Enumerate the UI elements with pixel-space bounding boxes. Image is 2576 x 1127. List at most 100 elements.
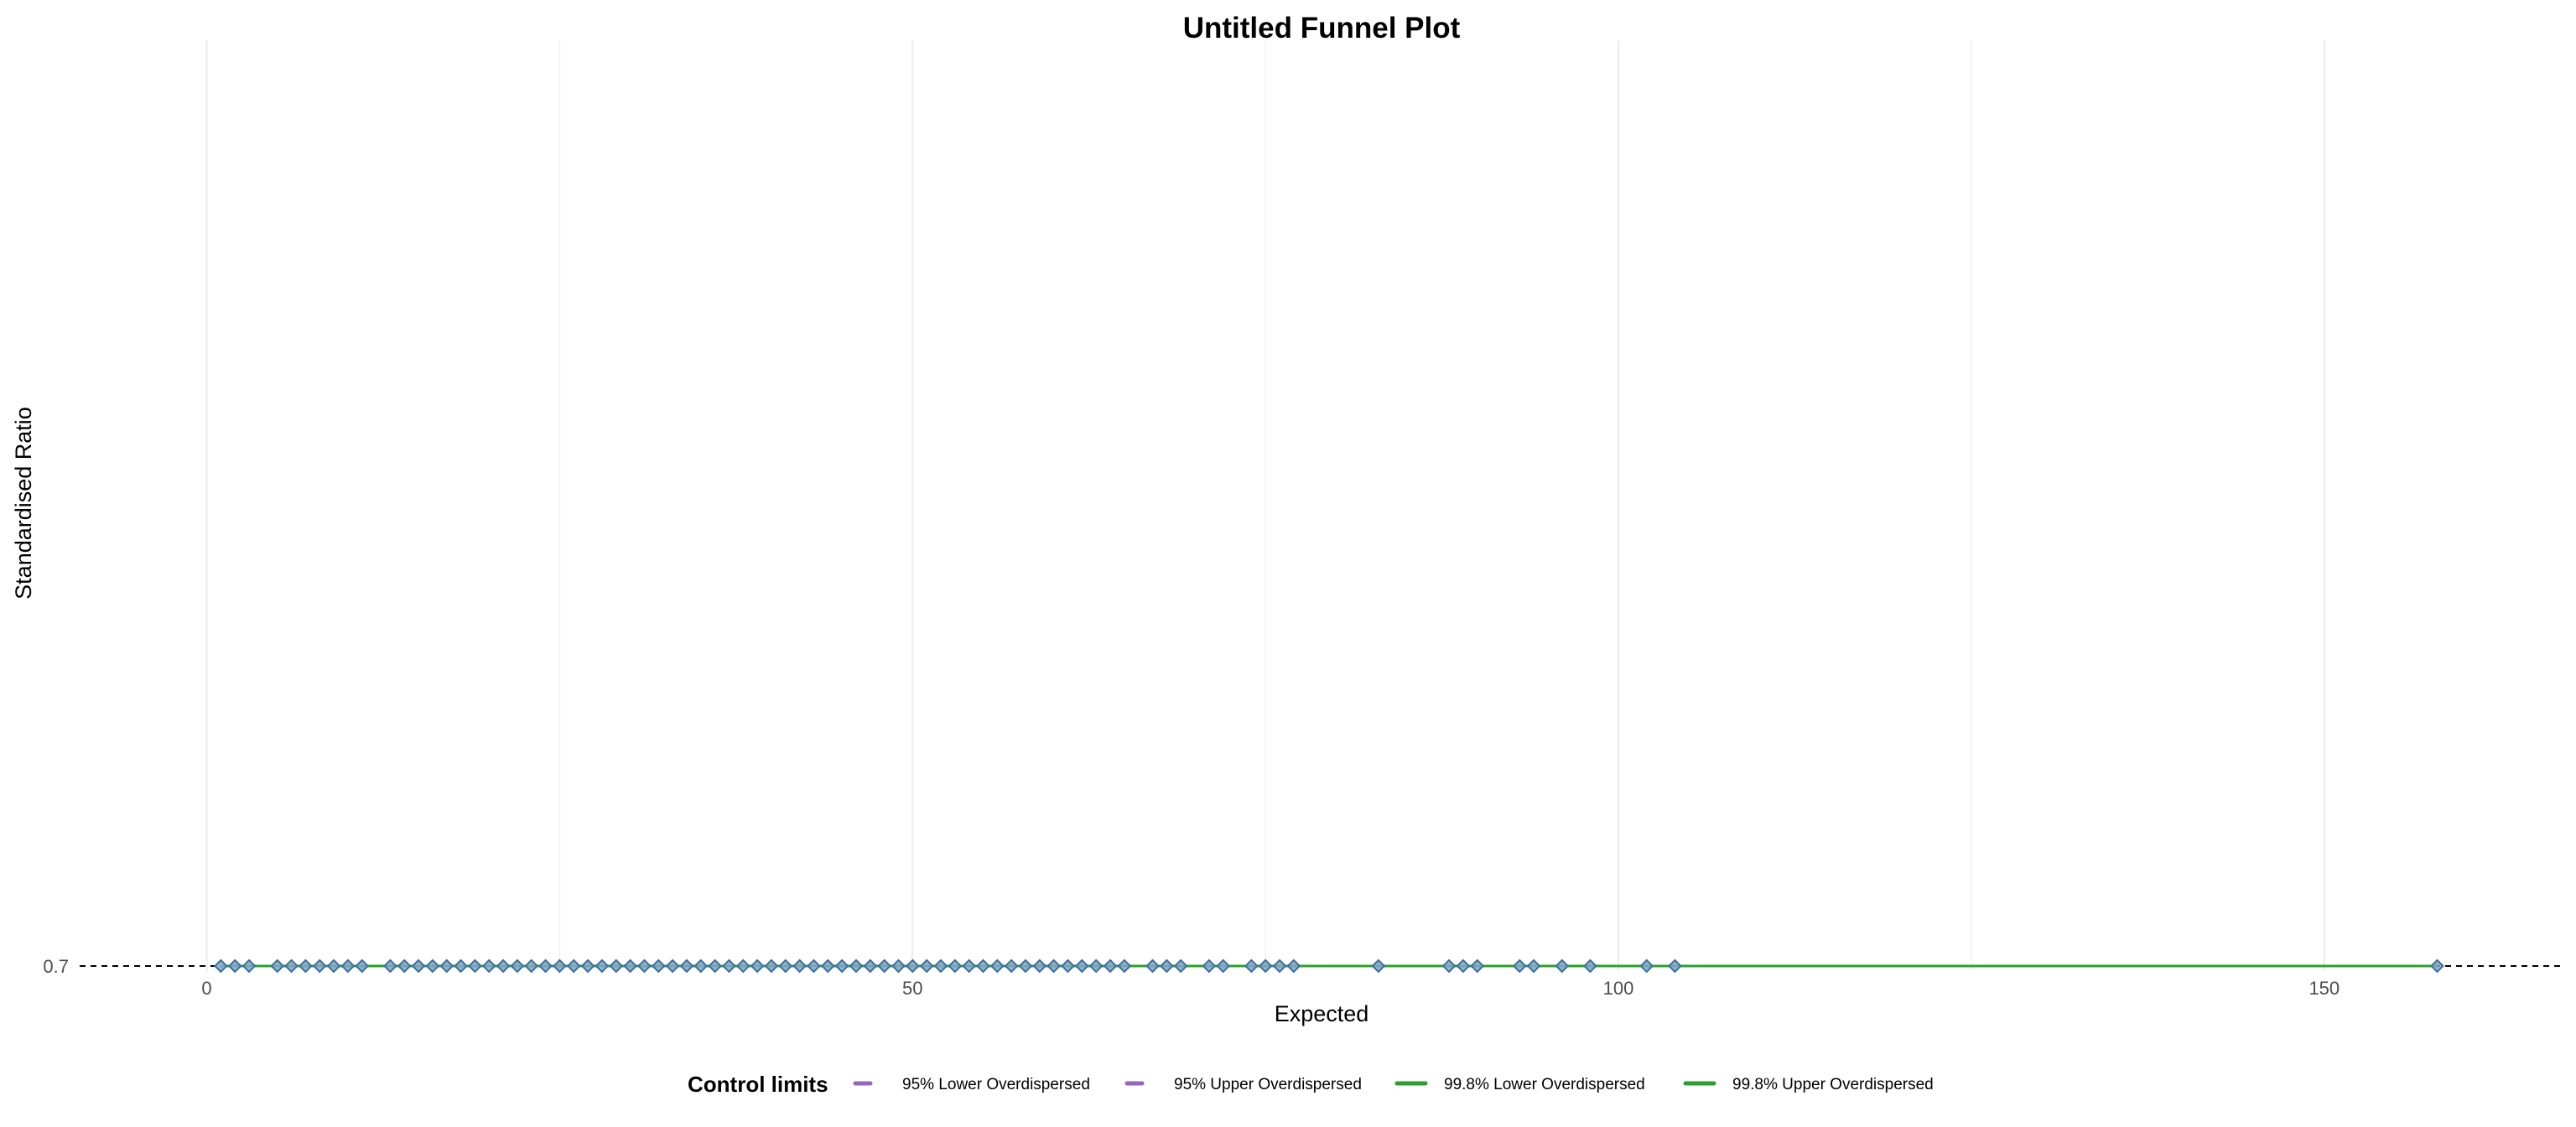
- x-tick-label: 150: [2309, 978, 2340, 999]
- data-point: [807, 958, 821, 974]
- data-point: [778, 958, 793, 974]
- data-point: [425, 958, 440, 974]
- data-point: [1639, 958, 1654, 974]
- data-point: [636, 958, 652, 974]
- data-point: [891, 958, 906, 974]
- data-point: [651, 958, 666, 974]
- data-point: [1441, 958, 1457, 974]
- data-point: [962, 958, 977, 974]
- data-point: [397, 958, 412, 974]
- data-point: [284, 958, 299, 974]
- data-point: [849, 958, 864, 974]
- x-axis-label: Expected: [1275, 1001, 1369, 1026]
- data-point: [693, 958, 709, 974]
- data-point: [2430, 958, 2444, 974]
- data-point: [496, 958, 511, 974]
- data-point: [595, 958, 610, 974]
- data-point: [1216, 958, 1231, 974]
- data-point: [919, 958, 934, 974]
- data-point: [933, 958, 948, 974]
- data-point: [1244, 958, 1259, 974]
- data-point: [1667, 958, 1682, 974]
- data-point: [1470, 958, 1485, 974]
- data-point: [1582, 958, 1597, 974]
- data-point: [355, 958, 370, 974]
- data-point: [905, 958, 920, 974]
- data-point: [665, 958, 680, 974]
- data-point: [792, 958, 808, 974]
- legend-label: 99.8% Lower Overdispersed: [1444, 1076, 1645, 1093]
- legend-label: 99.8% Upper Overdispersed: [1732, 1076, 1934, 1093]
- data-points: [213, 958, 2444, 974]
- data-point: [270, 958, 285, 974]
- data-point: [863, 958, 878, 974]
- data-point: [1061, 958, 1075, 974]
- data-point: [382, 958, 397, 974]
- data-point: [538, 958, 553, 974]
- x-tick-label: 50: [902, 978, 922, 999]
- data-point: [1117, 958, 1132, 974]
- data-point: [481, 958, 496, 974]
- grid-lines: [205, 40, 2325, 971]
- data-point: [1173, 958, 1188, 974]
- data-point: [623, 958, 637, 974]
- data-point: [1258, 958, 1273, 974]
- legend: Control limits 95% Lower Overdispersed 95…: [688, 1072, 1934, 1097]
- data-point: [1555, 958, 1570, 974]
- data-point: [1526, 958, 1541, 974]
- data-point: [1272, 958, 1287, 974]
- data-point: [1004, 958, 1019, 974]
- data-point: [467, 958, 482, 974]
- x-tick-label: 100: [1603, 978, 1634, 999]
- data-point: [877, 958, 892, 974]
- data-point: [820, 958, 835, 974]
- data-point: [1512, 958, 1527, 974]
- data-point: [764, 958, 779, 974]
- data-point: [326, 958, 341, 974]
- data-point: [1159, 958, 1174, 974]
- data-point: [524, 958, 539, 974]
- data-point: [750, 958, 765, 974]
- data-point: [1088, 958, 1104, 974]
- data-point: [213, 958, 228, 974]
- data-point: [948, 958, 963, 974]
- y-tick-label: 0.7: [43, 956, 69, 977]
- data-point: [510, 958, 525, 974]
- data-point: [580, 958, 595, 974]
- legend-label: 95% Lower Overdispersed: [902, 1076, 1090, 1093]
- data-point: [439, 958, 454, 974]
- legend-title: Control limits: [688, 1072, 828, 1097]
- x-axis-ticks: 0 50 100 150: [201, 978, 2340, 999]
- data-point: [1286, 958, 1301, 974]
- data-point: [227, 958, 242, 974]
- data-point: [679, 958, 694, 974]
- data-point: [298, 958, 313, 974]
- data-point: [1371, 958, 1386, 974]
- data-point: [722, 958, 736, 974]
- data-point: [411, 958, 426, 974]
- data-point: [552, 958, 567, 974]
- y-axis-label: Standardised Ratio: [11, 407, 36, 600]
- data-point: [735, 958, 750, 974]
- data-point: [976, 958, 990, 974]
- data-point: [1018, 958, 1033, 974]
- x-tick-label: 0: [201, 978, 211, 999]
- data-point: [1202, 958, 1217, 974]
- chart-title: Untitled Funnel Plot: [1183, 12, 1461, 44]
- legend-label: 95% Upper Overdispersed: [1174, 1076, 1362, 1093]
- data-point: [1074, 958, 1089, 974]
- data-point: [1103, 958, 1118, 974]
- data-point: [834, 958, 849, 974]
- legend-items: 95% Lower Overdispersed 95% Upper Overdis…: [853, 1076, 1934, 1093]
- data-point: [708, 958, 722, 974]
- data-point: [1145, 958, 1160, 974]
- data-point: [242, 958, 257, 974]
- data-point: [609, 958, 624, 974]
- data-point: [1456, 958, 1471, 974]
- data-point: [312, 958, 327, 974]
- data-point: [566, 958, 581, 974]
- data-point: [989, 958, 1005, 974]
- data-point: [340, 958, 356, 974]
- data-point: [1032, 958, 1047, 974]
